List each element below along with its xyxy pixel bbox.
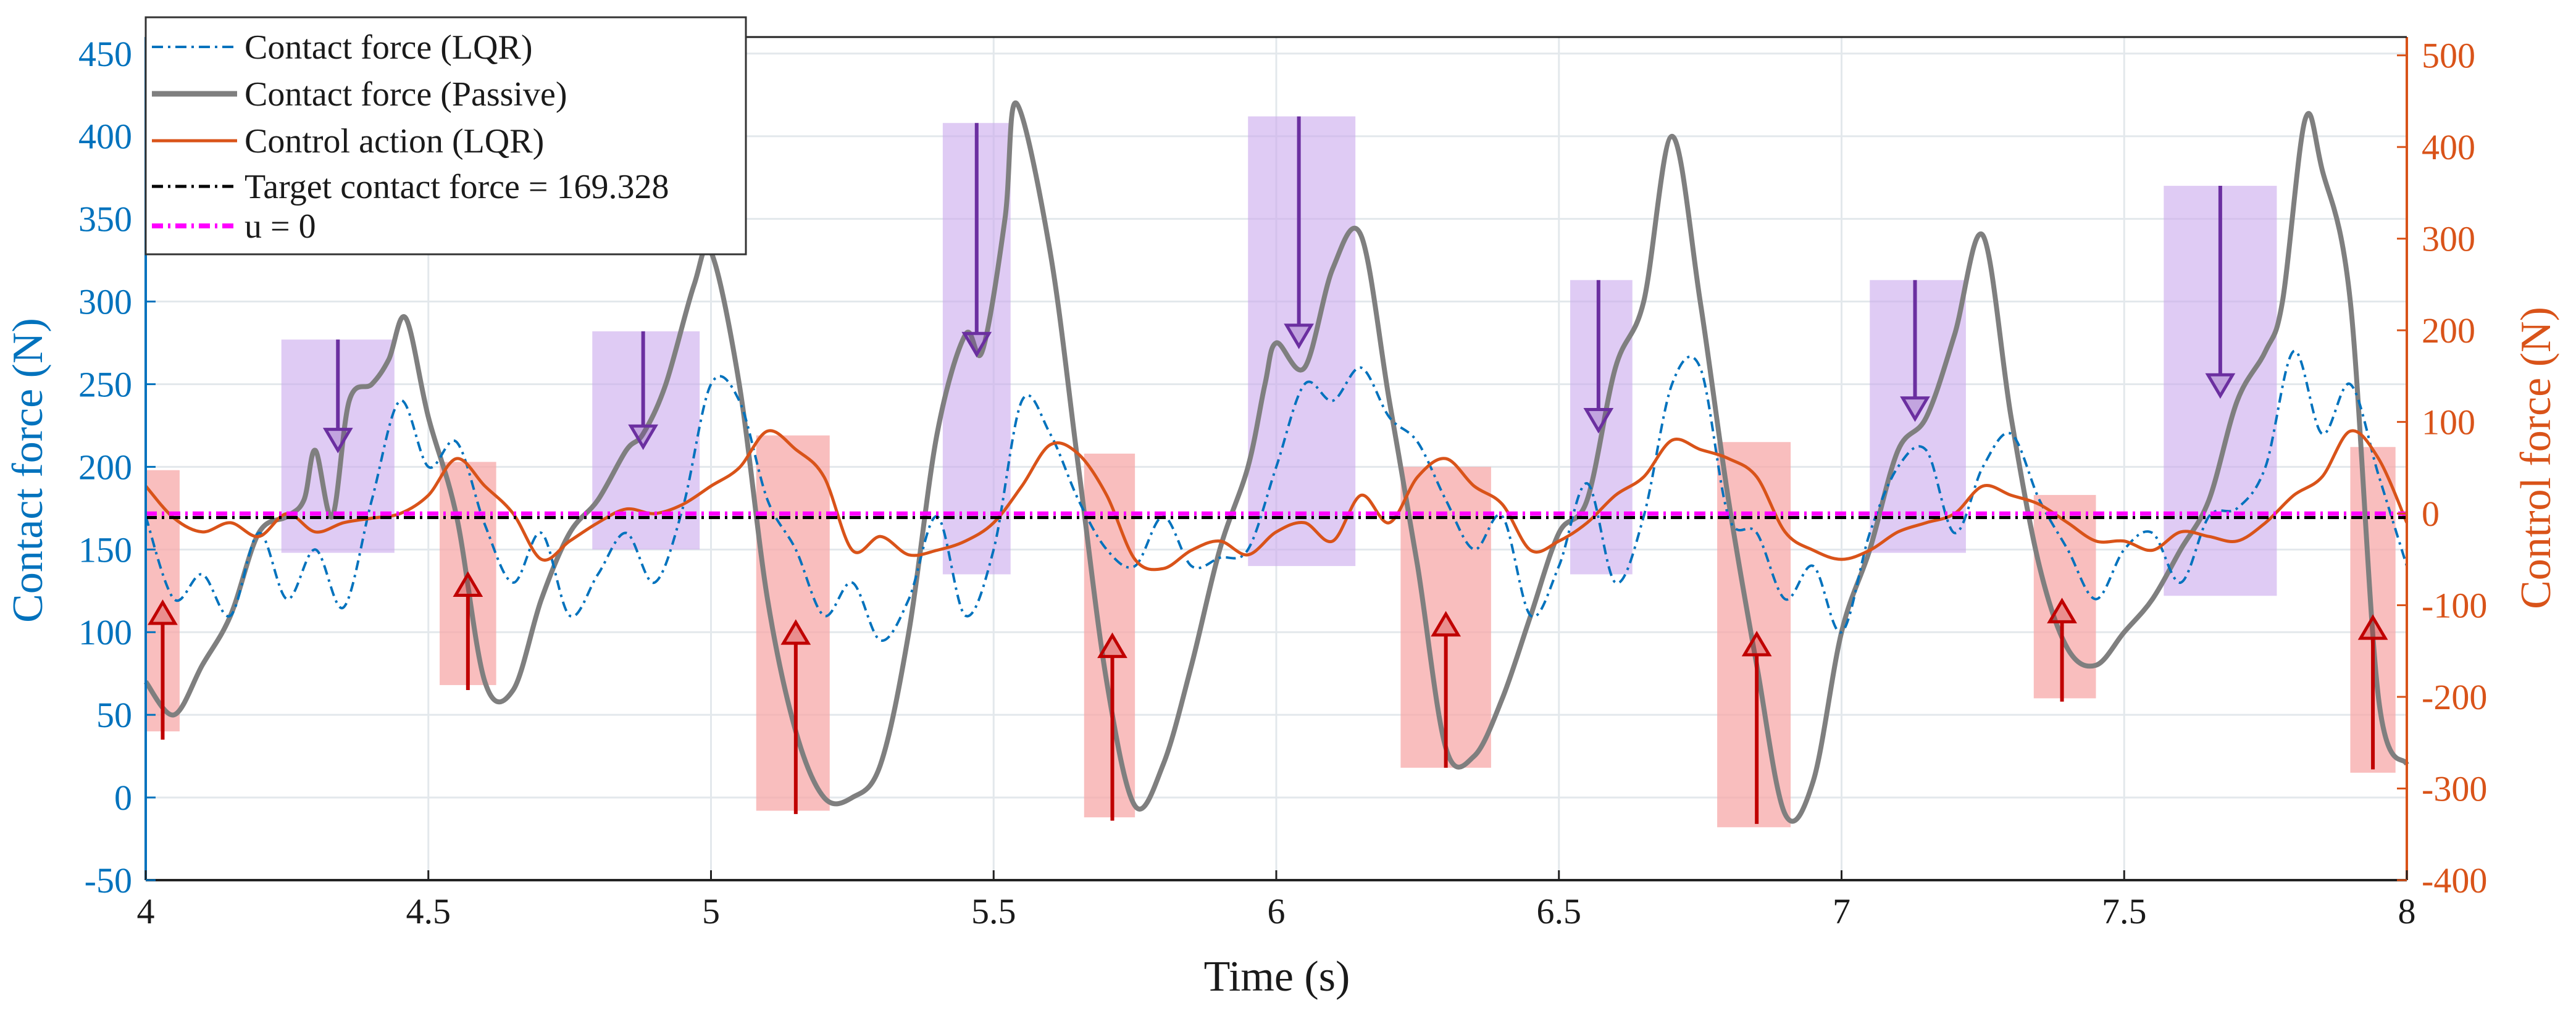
y-left-tick-label: 350 bbox=[78, 199, 132, 239]
x-tick-label: 7.5 bbox=[2102, 891, 2147, 931]
x-tick-label: 8 bbox=[2398, 891, 2416, 931]
series-lqr bbox=[144, 349, 2408, 642]
legend-label-lqr: Contact force (LQR) bbox=[245, 28, 532, 67]
up-arrow-head bbox=[1431, 610, 1462, 637]
x-tick-label: 5 bbox=[702, 891, 720, 931]
y-right-tick-label: 300 bbox=[2422, 219, 2475, 259]
y-left-axis-label: Contact force (N) bbox=[4, 318, 52, 623]
x-tick-label: 7 bbox=[1833, 891, 1850, 931]
down-arrow-head bbox=[1900, 396, 1930, 422]
y-right-tick-label: -300 bbox=[2422, 769, 2487, 809]
down-arrow-head bbox=[322, 428, 353, 454]
y-left-tick-label: 300 bbox=[78, 282, 132, 322]
y-right-tick-label: -100 bbox=[2422, 586, 2487, 626]
x-tick-label: 4.5 bbox=[406, 891, 451, 931]
x-axis-label: Time (s) bbox=[1204, 953, 1350, 1001]
y-left-tick-label: 450 bbox=[78, 34, 132, 74]
x-tick-label: 6 bbox=[1268, 891, 1286, 931]
down-arrow-head bbox=[1284, 323, 1314, 349]
legend-label-u0: u = 0 bbox=[245, 207, 316, 246]
legend-label-control: Control action (LQR) bbox=[245, 122, 544, 160]
y-right-tick-label: -400 bbox=[2422, 860, 2487, 901]
up-arrow-head bbox=[2047, 597, 2077, 623]
y-right-tick-label: -200 bbox=[2422, 677, 2487, 717]
series-passive bbox=[143, 101, 2409, 824]
y-left-tick-label: 400 bbox=[78, 117, 132, 157]
red-region bbox=[756, 435, 830, 811]
red-region bbox=[1084, 453, 1135, 818]
y-right-tick-label: 400 bbox=[2422, 127, 2475, 167]
y-right-ticks: -400 -300 -200 -100 0 100 200 300 400 500 bbox=[2397, 36, 2487, 901]
y-left-tick-label: 50 bbox=[96, 695, 132, 735]
legend: Contact force (LQR) Contact force (Passi… bbox=[144, 16, 747, 256]
y-left-tick-label: 0 bbox=[114, 778, 132, 818]
y-right-tick-label: 200 bbox=[2422, 310, 2475, 351]
legend-label-passive: Contact force (Passive) bbox=[245, 75, 567, 114]
up-arrow-head bbox=[1097, 632, 1127, 659]
x-tick-label: 5.5 bbox=[971, 891, 1016, 931]
y-right-axis-label: Control force (N) bbox=[2512, 307, 2560, 609]
y-left-tick-label: 100 bbox=[78, 612, 132, 652]
down-arrow-head bbox=[1583, 407, 1614, 434]
down-arrow-head bbox=[628, 424, 659, 451]
y-left-tick-label: 200 bbox=[78, 447, 132, 487]
series-control bbox=[144, 429, 2409, 572]
y-right-tick-label: 500 bbox=[2422, 36, 2475, 76]
y-right-tick-label: 0 bbox=[2422, 494, 2440, 534]
series-lines bbox=[143, 101, 2409, 824]
y-left-tick-label: 250 bbox=[78, 364, 132, 404]
arrows bbox=[148, 116, 2388, 824]
up-arrow-head bbox=[148, 599, 178, 625]
y-right-tick-label: 100 bbox=[2422, 402, 2475, 443]
x-tick-label: 4 bbox=[137, 891, 155, 931]
x-ticks: 4 4.5 5 5.5 6 6.5 7 7.5 8 bbox=[137, 870, 2416, 931]
down-arrow-head bbox=[2205, 373, 2236, 399]
y-left-tick-label: -50 bbox=[85, 860, 132, 901]
down-arrow-head bbox=[961, 331, 992, 358]
up-arrow-head bbox=[453, 571, 483, 597]
legend-label-target: Target contact force = 169.328 bbox=[245, 168, 669, 206]
up-arrow-head bbox=[780, 619, 811, 645]
x-tick-label: 6.5 bbox=[1537, 891, 1582, 931]
y-left-tick-label: 150 bbox=[78, 530, 132, 570]
y-left-ticks: -50 0 50 100 150 200 250 300 350 400 450 bbox=[78, 34, 156, 901]
up-arrow-head bbox=[1741, 630, 1772, 657]
up-arrow-head bbox=[2357, 614, 2388, 640]
legend-box bbox=[144, 16, 747, 256]
